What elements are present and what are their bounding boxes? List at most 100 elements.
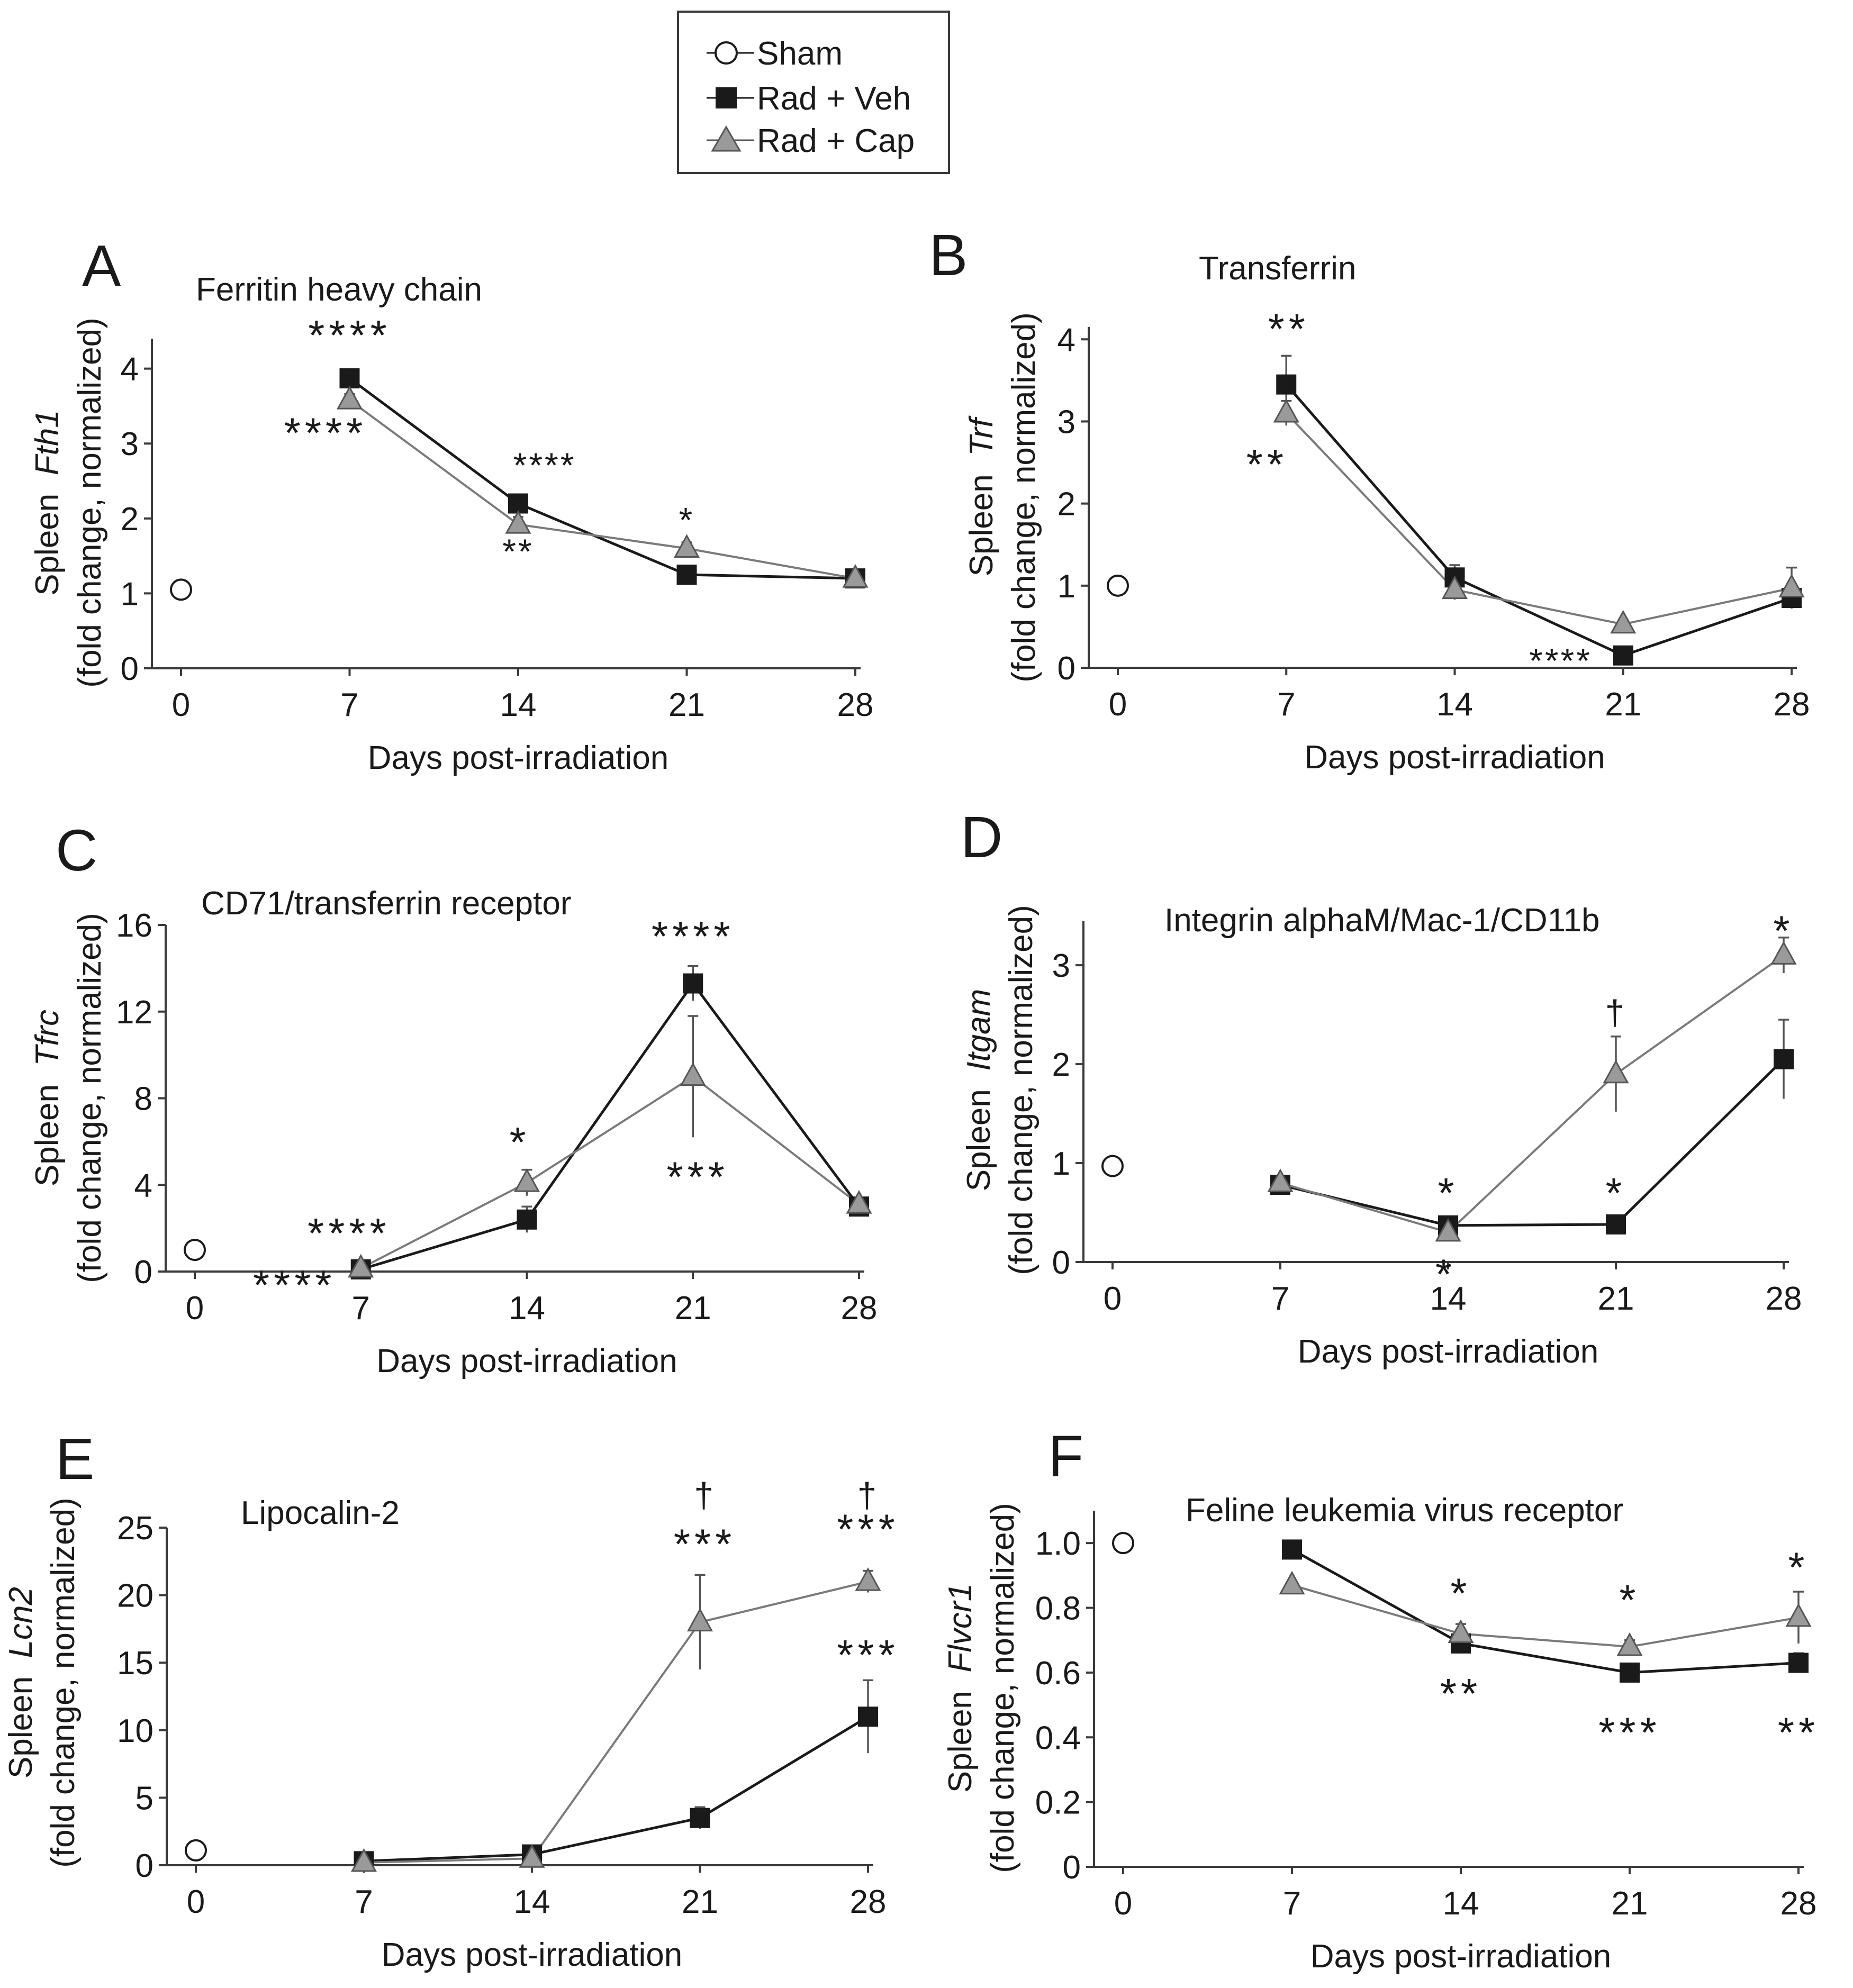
- significance-label-d: *: [1773, 907, 1794, 955]
- y-tick-label-f: 0.6: [1035, 1655, 1081, 1692]
- x-tick-label-a: 0: [172, 687, 190, 723]
- y-axis-label-b: Spleen Trf: [963, 415, 1000, 576]
- y-tick-label-f: 0.2: [1035, 1785, 1081, 1821]
- x-axis-label-d: Days post-irradiation: [1298, 1333, 1599, 1370]
- x-tick-label-b: 14: [1436, 686, 1473, 723]
- data-point-cap: [1435, 1218, 1461, 1242]
- y-tick-label-b: 4: [1057, 322, 1075, 358]
- significance-label-c: ****: [308, 1210, 391, 1257]
- panel-a: A Ferritin heavy chain 0 7 14 21 28 0 1 2 3 4 Days p…: [29, 233, 873, 776]
- data-point-veh: [1606, 1214, 1626, 1234]
- y-tick-label-a: 0: [121, 651, 139, 687]
- data-point-veh: [690, 1808, 710, 1828]
- y-axis-label-e: Spleen Lcn2: [3, 1587, 39, 1778]
- y-tick-label-a: 3: [121, 426, 139, 462]
- y-tick-label-f: 0.8: [1035, 1591, 1081, 1627]
- y-axis-label-gene-a: Fth1: [29, 410, 66, 475]
- series-line-veh-a: [349, 377, 856, 580]
- data-point-cap: [336, 385, 363, 410]
- x-axis-label-b: Days post-irradiation: [1304, 739, 1605, 776]
- panel-title-e: Lipocalin-2: [241, 1495, 400, 1531]
- y-axis-label-gene-f: Flvcr1: [942, 1583, 979, 1673]
- x-tick-label-e: 0: [187, 1884, 205, 1920]
- panel-letter-a: A: [82, 233, 121, 298]
- data-point-veh: [339, 368, 360, 389]
- series-line-cap-e: [364, 1581, 869, 1864]
- data-point-cap: [1785, 1603, 1812, 1627]
- panel-letter-d: D: [961, 805, 1002, 870]
- data-point-cap: [1441, 575, 1468, 600]
- y-tick-label-f: 0.4: [1035, 1720, 1081, 1756]
- y-axis-label-gene-d: Itgam: [961, 989, 997, 1071]
- data-point-cap: [1273, 398, 1299, 423]
- x-tick-label-c: 21: [675, 1290, 711, 1327]
- significance-label-a: **: [502, 532, 534, 571]
- y-axis-label-gene-b: Trf: [963, 415, 1000, 456]
- significance-label-e: †: [694, 1476, 716, 1515]
- x-tick-label-c: 14: [509, 1290, 545, 1327]
- panel-letter-e: E: [56, 1427, 94, 1492]
- significance-label-f: *: [1450, 1570, 1471, 1617]
- x-tick-label-d: 0: [1104, 1281, 1122, 1317]
- y-tick-label-c: 0: [134, 1254, 152, 1291]
- x-tick-label-e: 14: [514, 1884, 550, 1920]
- data-point-veh: [517, 1209, 537, 1230]
- y-axis-label-prefix-c: Spleen: [29, 1084, 66, 1186]
- y-tick-label-c: 8: [134, 1081, 152, 1118]
- data-point-cap: [1279, 1571, 1305, 1595]
- panel-f: F Feline leukemia virus receptor 0 7 14 21 28 0…: [942, 1424, 1819, 1975]
- x-tick-label-e: 21: [682, 1884, 718, 1920]
- y-tick-label-e: 0: [135, 1848, 153, 1884]
- significance-label-a: ****: [284, 409, 367, 456]
- data-point-sham: [1112, 1532, 1134, 1555]
- y-axis-label-line2-b: (fold change, normalized): [1006, 312, 1042, 683]
- y-tick-label-d: 1: [1052, 1146, 1070, 1182]
- y-tick-label-b: 3: [1057, 404, 1075, 440]
- data-point-cap: [1267, 1168, 1294, 1192]
- significance-label-d: *: [1438, 1169, 1458, 1217]
- y-axis-label-space: [961, 1071, 997, 1089]
- significance-label-d: †: [1605, 993, 1627, 1032]
- panel-title-c: CD71/transferrin receptor: [201, 885, 572, 922]
- data-point-cap: [842, 564, 869, 588]
- y-axis-label-d: Spleen Itgam: [961, 989, 997, 1192]
- significance-label-f: ***: [1598, 1709, 1660, 1756]
- y-tick-label-f: 0: [1063, 1849, 1081, 1886]
- x-tick-label-b: 0: [1109, 686, 1127, 723]
- y-tick-label-f: 1.0: [1035, 1526, 1081, 1562]
- x-tick-label-d: 14: [1430, 1281, 1467, 1317]
- y-tick-label-e: 15: [117, 1645, 153, 1682]
- significance-label-f: **: [1778, 1709, 1819, 1756]
- significance-label-c: ****: [253, 1261, 336, 1309]
- y-tick-label-c: 16: [116, 907, 152, 944]
- y-axis-label-line2-e: (fold change, normalized): [45, 1497, 82, 1868]
- series-line-veh-d: [1280, 1058, 1785, 1227]
- x-tick-label-b: 28: [1774, 686, 1810, 723]
- legend-label-sham: Sham: [757, 35, 843, 72]
- y-axis-label-space: [963, 456, 1000, 474]
- x-tick-label-f: 21: [1612, 1885, 1648, 1922]
- data-point-cap: [519, 1844, 545, 1868]
- series-line-cap-b: [1285, 412, 1792, 625]
- data-point-veh: [1620, 1662, 1640, 1683]
- y-axis-label-line2-a: (fold change, normalized): [71, 317, 108, 688]
- data-point-veh: [1276, 374, 1297, 395]
- x-tick-label-d: 7: [1271, 1281, 1289, 1317]
- data-point-cap: [1603, 1059, 1629, 1084]
- data-point-veh: [858, 1706, 878, 1727]
- data-point-sham: [184, 1239, 206, 1261]
- data-point-cap: [1778, 574, 1805, 597]
- x-tick-label-a: 14: [500, 687, 537, 723]
- data-point-cap: [505, 510, 531, 534]
- y-axis-label-space: [942, 1673, 979, 1691]
- series-line-cap-d: [1280, 954, 1785, 1234]
- y-tick-label-b: 1: [1057, 568, 1075, 605]
- y-tick-label-b: 2: [1057, 486, 1075, 523]
- legend-item-sham: Sham: [707, 35, 843, 72]
- panel-title-f: Feline leukemia virus receptor: [1186, 1492, 1623, 1529]
- x-axis-label-f: Days post-irradiation: [1310, 1938, 1612, 1975]
- y-axis-label-line2-d: (fold change, normalized): [1003, 905, 1040, 1275]
